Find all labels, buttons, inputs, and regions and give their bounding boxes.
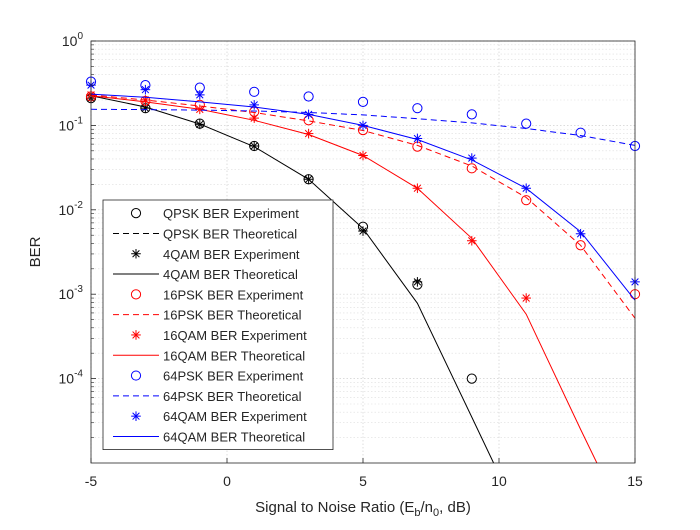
star-stroke bbox=[141, 85, 150, 94]
star-stroke bbox=[141, 104, 150, 112]
series-16psk-ber-theoretical bbox=[91, 94, 635, 319]
point-64qam-ber-experiment bbox=[467, 153, 477, 163]
star-stroke bbox=[359, 227, 367, 235]
x-tick-label: 10 bbox=[491, 473, 507, 489]
legend-label: 16QAM BER Experiment bbox=[163, 328, 307, 343]
legend-label: QPSK BER Theoretical bbox=[163, 226, 297, 241]
point-64psk-ber-experiment bbox=[357, 96, 369, 107]
point-4qam-ber-experiment bbox=[412, 277, 423, 287]
point-64qam-ber-experiment bbox=[140, 84, 151, 95]
plot-series bbox=[85, 76, 641, 463]
legend-label: 64PSK BER Theoretical bbox=[163, 389, 302, 404]
point-16qam-ber-experiment bbox=[521, 293, 531, 303]
x-tick-label: 5 bbox=[359, 473, 367, 489]
legend-marker-qpsk-ber-experiment bbox=[130, 208, 142, 219]
legend-marker-64qam-ber-experiment bbox=[131, 411, 141, 421]
star-stroke bbox=[413, 278, 422, 286]
legend-label: 4QAM BER Theoretical bbox=[163, 267, 298, 282]
point-64psk-ber-experiment bbox=[412, 103, 423, 114]
legend-marker-4qam-ber-experiment bbox=[131, 248, 141, 259]
x-tick-label: -5 bbox=[85, 473, 98, 489]
series-16qam-ber-theoretical bbox=[91, 95, 598, 463]
series-4qam-ber-theoretical bbox=[91, 95, 495, 463]
y-tick-label: 10-1 bbox=[59, 115, 84, 133]
point-64psk-ber-experiment bbox=[249, 86, 260, 97]
x-axis-label-sub: 0 bbox=[433, 507, 439, 519]
series-64psk-ber-theoretical bbox=[91, 108, 635, 146]
point-64qam-ber-experiment bbox=[249, 100, 259, 110]
x-tick-label: 15 bbox=[627, 473, 643, 489]
legend-marker-64psk-ber-experiment bbox=[130, 370, 142, 381]
y-tick-label: 10-3 bbox=[59, 284, 84, 302]
star-stroke bbox=[132, 412, 140, 420]
legend-label: 16QAM BER Theoretical bbox=[163, 348, 305, 363]
point-64psk-ber-experiment bbox=[575, 127, 586, 138]
star-stroke bbox=[468, 154, 476, 162]
point-4qam-ber-experiment bbox=[249, 141, 259, 151]
star-stroke bbox=[304, 129, 313, 138]
star-stroke bbox=[250, 142, 258, 150]
point-64qam-ber-experiment bbox=[195, 90, 205, 100]
star-stroke bbox=[132, 249, 140, 258]
legend-marker-16psk-ber-experiment bbox=[130, 289, 142, 300]
x-axis-label-part: Signal to Noise Ratio (E bbox=[255, 499, 414, 516]
legend-label: QPSK BER Experiment bbox=[163, 206, 299, 221]
legend: QPSK BER Experiment QPSK BER Theoretical 4… bbox=[102, 199, 334, 451]
point-qpsk-ber-experiment bbox=[466, 373, 477, 384]
legend-label: 64PSK BER Experiment bbox=[163, 369, 304, 384]
x-axis-label-sub: b bbox=[414, 507, 420, 519]
x-axis-label-part: , dB) bbox=[439, 499, 471, 516]
star-stroke bbox=[132, 331, 140, 339]
point-64psk-ber-experiment bbox=[303, 91, 314, 102]
star-stroke bbox=[413, 134, 422, 143]
x-tick-label: 0 bbox=[223, 473, 231, 489]
y-axis-label: BER bbox=[27, 236, 44, 267]
point-16psk-ber-experiment bbox=[575, 240, 586, 251]
legend-label: 64QAM BER Experiment bbox=[163, 409, 307, 424]
point-16psk-ber-experiment bbox=[521, 195, 532, 206]
x-axis-label-part: /n bbox=[421, 499, 434, 516]
point-16qam-ber-experiment bbox=[303, 128, 314, 139]
legend-label: 64QAM BER Theoretical bbox=[163, 429, 305, 444]
point-64qam-ber-experiment bbox=[575, 228, 586, 239]
legend-label: 4QAM BER Experiment bbox=[163, 247, 300, 262]
point-16qam-ber-experiment bbox=[467, 235, 477, 246]
star-stroke bbox=[576, 230, 585, 238]
star-stroke bbox=[468, 236, 476, 245]
star-stroke bbox=[522, 294, 530, 302]
legend-marker-16qam-ber-experiment bbox=[131, 330, 141, 340]
x-axis-label: Signal to Noise Ratio (Eb/n0, dB) bbox=[255, 499, 471, 519]
y-tick-label: 10-2 bbox=[59, 200, 84, 218]
legend-label: 16PSK BER Theoretical bbox=[163, 308, 302, 323]
legend-label: 16PSK BER Experiment bbox=[163, 287, 304, 302]
star-stroke bbox=[250, 114, 258, 122]
point-4qam-ber-experiment bbox=[358, 226, 368, 236]
y-tick-label: 10-4 bbox=[59, 369, 84, 387]
y-tick-label: 100 bbox=[62, 31, 84, 49]
series-64qam-ber-theoretical bbox=[91, 93, 635, 301]
legend-box bbox=[102, 199, 334, 451]
point-64psk-ber-experiment bbox=[466, 109, 477, 120]
tick-labels: 100 10-1 10-2 10-3 10-4 -5 0 5 10 15 bbox=[59, 31, 643, 489]
star-stroke bbox=[196, 91, 204, 99]
